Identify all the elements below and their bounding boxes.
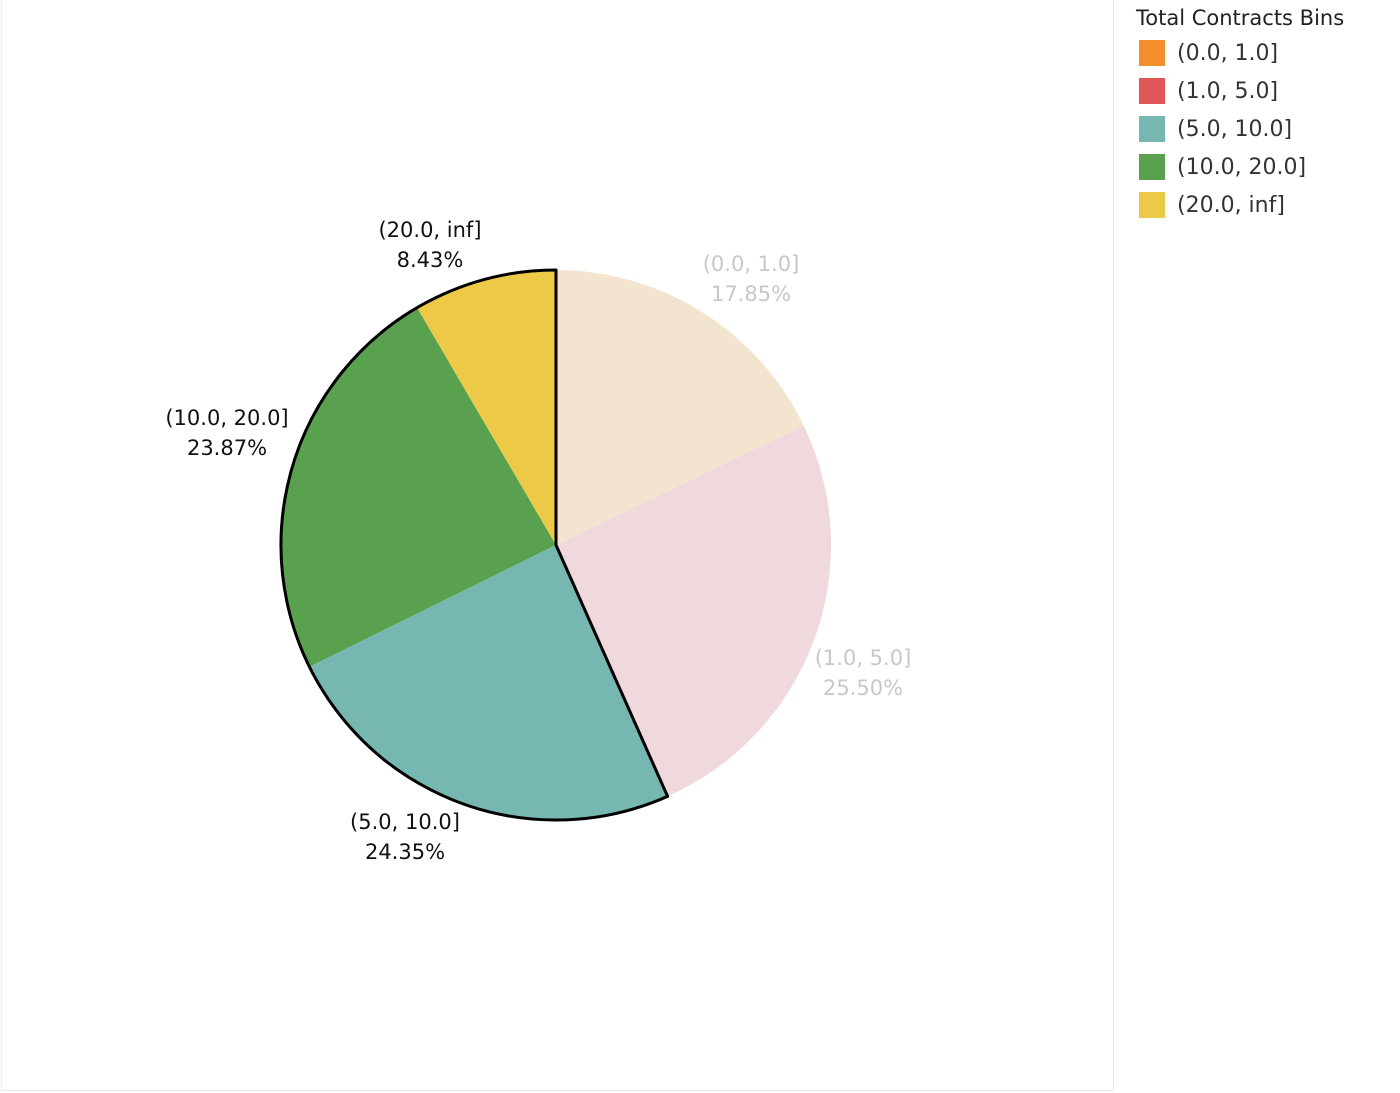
pie-slice[interactable] (417, 270, 556, 545)
legend-item[interactable]: (20.0, inf] (1136, 186, 1344, 224)
slice-label-bin: (0.0, 1.0] (702, 252, 800, 276)
slice-label-percent: 24.35% (364, 840, 446, 864)
pie-slice[interactable] (309, 545, 668, 820)
pie-chart (279, 268, 831, 822)
legend-item[interactable]: (10.0, 20.0] (1136, 148, 1344, 186)
slice-label-bin: (10.0, 20.0] (165, 406, 289, 430)
legend-title: Total Contracts Bins (1136, 6, 1345, 30)
pie-slice[interactable] (556, 270, 804, 545)
legend-label: (10.0, 20.0] (1177, 154, 1307, 180)
slice-label: (5.0, 10.0] 24.35% (350, 807, 460, 867)
slice-label-bin: (20.0, inf] (378, 218, 482, 242)
selection-outline (279, 268, 670, 822)
slice-label: (0.0, 1.0] 17.85% (703, 249, 800, 309)
slice-label-percent: 25.50% (822, 676, 904, 700)
pie-slice[interactable] (556, 425, 831, 797)
slice-label-percent: 23.87% (186, 436, 268, 460)
slice-label-bin: (1.0, 5.0] (814, 646, 912, 670)
chart-frame (1, 0, 1114, 1091)
legend-label: (0.0, 1.0] (1177, 40, 1279, 66)
legend-item[interactable]: (5.0, 10.0] (1136, 110, 1344, 148)
legend: Total Contracts Bins (0.0, 1.0] (1.0, 5.0… (1136, 6, 1344, 224)
slice-label-bin: (5.0, 10.0] (350, 810, 460, 834)
slice-label-percent: 17.85% (710, 282, 792, 306)
legend-item[interactable]: (1.0, 5.0] (1136, 72, 1344, 110)
legend-swatch (1139, 192, 1165, 218)
legend-label: (20.0, inf] (1177, 192, 1285, 218)
legend-label: (1.0, 5.0] (1177, 78, 1279, 104)
slice-label: (1.0, 5.0] 25.50% (815, 643, 912, 703)
slice-label: (20.0, inf] 8.43% (378, 215, 481, 275)
legend-swatch (1139, 116, 1165, 142)
slice-label: (10.0, 20.0] 23.87% (165, 403, 288, 463)
slice-label-percent: 8.43% (396, 248, 464, 272)
legend-label: (5.0, 10.0] (1177, 116, 1293, 142)
legend-swatch (1139, 154, 1165, 180)
pie-slice[interactable] (281, 307, 556, 667)
legend-swatch (1139, 78, 1165, 104)
legend-item[interactable]: (0.0, 1.0] (1136, 34, 1344, 72)
legend-swatch (1139, 40, 1165, 66)
